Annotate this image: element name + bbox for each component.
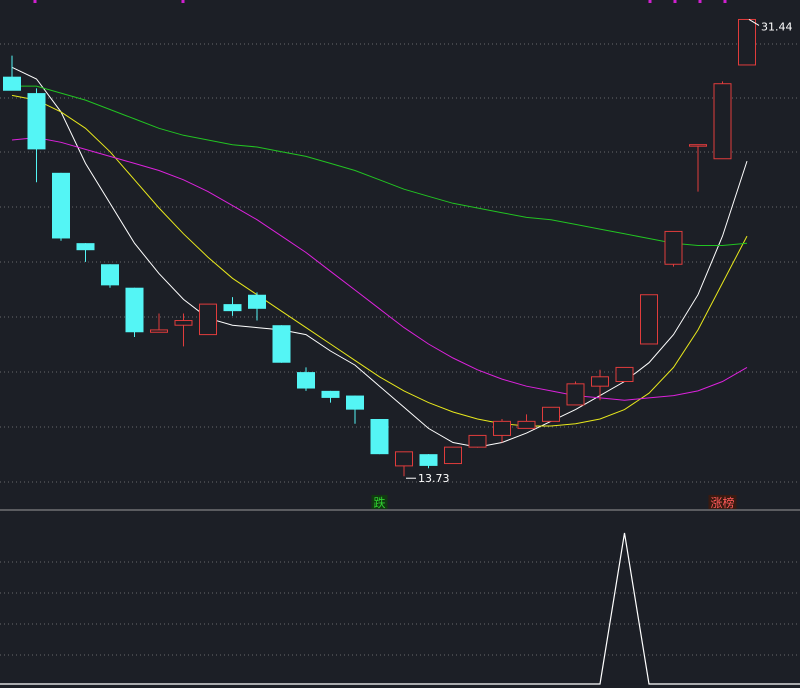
- candle: [174, 313, 193, 347]
- candle: [27, 88, 46, 183]
- ma-line: [11, 94, 748, 427]
- top-dot: [723, 0, 727, 3]
- ma-line: [11, 66, 748, 448]
- candle: [395, 451, 413, 477]
- candle: [370, 419, 389, 455]
- candle: [615, 366, 634, 382]
- price-labels: 31.44 13.73: [406, 19, 793, 485]
- candle-body: [321, 390, 340, 398]
- candle-body: [591, 376, 609, 387]
- candle-body: [738, 18, 756, 66]
- signal-marker-bg: [371, 495, 388, 509]
- top-dot: [648, 0, 652, 3]
- candle-body: [566, 383, 585, 406]
- candle: [591, 369, 609, 401]
- grid-lines: [0, 0, 800, 656]
- candle: [664, 230, 683, 267]
- candle: [3, 55, 21, 91]
- candle-body: [640, 294, 658, 345]
- indicator-panel: [0, 532, 800, 685]
- candle: [346, 395, 364, 424]
- candle-body: [346, 395, 364, 410]
- signal-marker: 跌: [371, 495, 388, 510]
- candle-body: [493, 420, 511, 436]
- candle-body: [76, 243, 95, 251]
- candle-body: [689, 144, 707, 147]
- top-dot: [698, 0, 702, 3]
- candle-body: [150, 329, 168, 333]
- signal-markers: 跌 涨榜: [371, 495, 737, 510]
- candle-body: [419, 454, 438, 466]
- low-price-label: 13.73: [418, 472, 450, 485]
- candle: [713, 81, 732, 160]
- candle-body: [615, 366, 634, 382]
- candle-body: [52, 172, 70, 239]
- candle-body: [101, 264, 119, 286]
- candle: [444, 446, 462, 465]
- candle-body: [272, 325, 291, 363]
- candle: [321, 390, 340, 403]
- candle-body: [517, 420, 536, 429]
- candle-body: [370, 419, 389, 455]
- candle-body: [125, 287, 144, 333]
- candle: [297, 367, 315, 391]
- candle: [52, 172, 70, 241]
- candle: [223, 297, 242, 316]
- candle: [640, 294, 658, 345]
- candle: [468, 434, 487, 448]
- moving-averages: [11, 66, 748, 448]
- candle: [125, 287, 144, 337]
- high-price-label: 31.44: [761, 20, 793, 33]
- candle: [76, 243, 95, 262]
- candle: [517, 414, 536, 429]
- candle-body: [223, 304, 242, 312]
- top-dot: [33, 0, 37, 3]
- candle-body: [395, 451, 413, 467]
- candle-body: [297, 372, 315, 389]
- signal-marker-label: 涨榜: [710, 495, 734, 510]
- candle: [101, 264, 119, 288]
- candle-body: [664, 230, 683, 265]
- top-dot: [181, 0, 185, 3]
- high-arrow: [748, 19, 760, 26]
- candle: [199, 303, 217, 336]
- candle-body: [542, 406, 560, 422]
- top-dot: [673, 0, 677, 3]
- candle: [738, 18, 756, 66]
- candle-body: [3, 76, 21, 91]
- candle-body: [174, 320, 193, 326]
- candle: [566, 381, 585, 406]
- candle: [272, 325, 291, 363]
- candle-body: [27, 93, 46, 150]
- signal-marker-label: 跌: [373, 495, 385, 510]
- signal-marker: 涨榜: [708, 495, 737, 510]
- candle-body: [248, 294, 266, 309]
- candle-body: [713, 83, 732, 160]
- candle-body: [468, 434, 487, 448]
- candle: [248, 292, 266, 321]
- candles: [3, 18, 756, 477]
- indicator-line: [0, 532, 800, 685]
- candle: [150, 313, 168, 333]
- ma-line: [11, 137, 748, 401]
- candle-body: [199, 303, 217, 336]
- candle: [493, 419, 511, 443]
- ma-line: [12, 85, 748, 246]
- candle-body: [444, 446, 462, 465]
- candle: [419, 454, 438, 469]
- candle: [542, 406, 560, 422]
- signal-marker-bg: [708, 495, 737, 509]
- candle: [689, 144, 707, 192]
